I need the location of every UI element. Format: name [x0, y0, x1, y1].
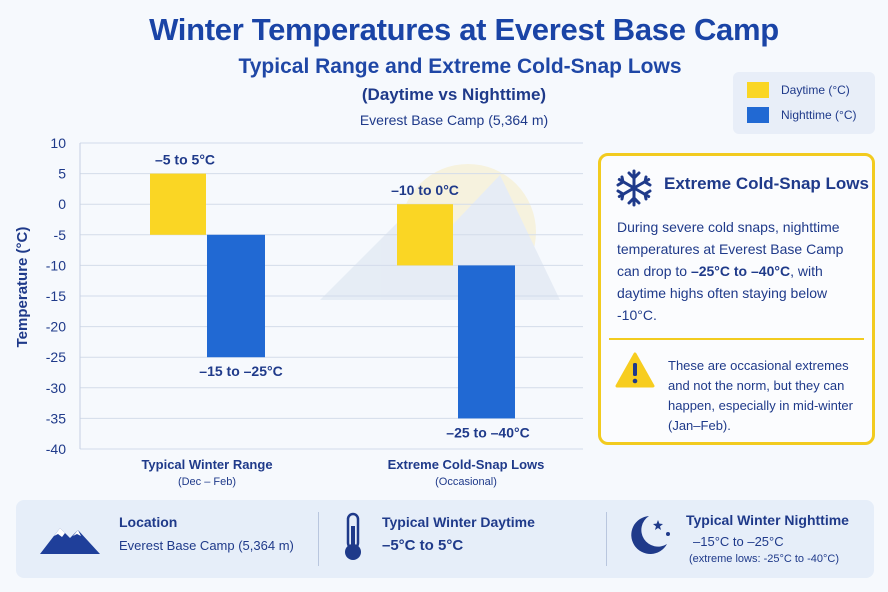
y-tick-label: 10: [50, 135, 66, 151]
bar-daytime: [150, 173, 206, 235]
mountain-icon: [40, 528, 100, 554]
warning-icon: [615, 352, 655, 388]
footer-nighttime-value: –15°C to –25°C: [693, 534, 784, 549]
bar-value-label: –10 to 0°C: [391, 182, 459, 198]
footer-nighttime-note: (extreme lows: -25°C to -40°C): [689, 553, 840, 565]
bar-daytime: [397, 204, 453, 266]
callout-divider: [609, 338, 864, 340]
legend-item-nighttime: Nighttime (°C): [747, 107, 856, 123]
y-tick-label: -5: [54, 227, 67, 243]
snowflake-icon: [616, 169, 652, 207]
callout-title: Extreme Cold-Snap Lows: [664, 174, 869, 193]
x-category-label: Extreme Cold-Snap Lows: [388, 457, 545, 472]
legend-label-nighttime: Nighttime (°C): [781, 108, 857, 122]
moon-stars-icon: [631, 516, 670, 554]
callout-body: During severe cold snaps, nighttime temp…: [617, 219, 844, 323]
x-category-sublabel: (Occasional): [435, 476, 497, 488]
y-tick-label: -20: [46, 319, 66, 335]
footer-location-title: Location: [119, 514, 178, 530]
footer-daytime-value: –5°C to 5°C: [382, 537, 464, 554]
x-category-sublabel: (Dec – Feb): [178, 476, 236, 488]
chart-subtitle-detail: (Daytime vs Nighttime): [361, 85, 547, 104]
bar-value-label: –15 to –25°C: [199, 363, 282, 379]
y-tick-label: -25: [46, 349, 66, 365]
legend-label-daytime: Daytime (°C): [781, 83, 850, 97]
y-tick-label: -10: [46, 257, 66, 273]
footer-nighttime-title: Typical Winter Nighttime: [686, 512, 849, 528]
footer-location: Location Everest Base Camp (5,364 m): [16, 500, 316, 578]
extreme-lows-callout: Extreme Cold-Snap Lows During severe col…: [598, 153, 875, 445]
x-category-label: Typical Winter Range: [141, 457, 272, 472]
chart-subtitle: Typical Range and Extreme Cold-Snap Lows: [238, 55, 682, 78]
footer-divider: [606, 512, 607, 566]
legend-item-daytime: Daytime (°C): [747, 82, 850, 98]
y-tick-label: 0: [58, 196, 66, 212]
y-tick-label: -35: [46, 410, 66, 426]
y-tick-label: -15: [46, 288, 66, 304]
bar-nighttime: [458, 265, 515, 419]
chart-location-line: Everest Base Camp (5,364 m): [359, 112, 549, 128]
footer-daytime-title: Typical Winter Daytime: [382, 514, 535, 530]
bar-value-label: –25 to –40°C: [446, 424, 529, 440]
bar-nighttime: [207, 234, 265, 358]
y-axis-label: Temperature (°C): [14, 227, 31, 348]
legend-swatch-daytime: [747, 82, 769, 98]
footer-location-value: Everest Base Camp (5,364 m): [119, 538, 294, 553]
thermometer-icon: [345, 512, 361, 560]
summary-footer: Location Everest Base Camp (5,364 m) Typ…: [16, 500, 874, 578]
legend-swatch-nighttime: [747, 107, 769, 123]
bar-value-label: –5 to 5°C: [155, 152, 215, 168]
legend: Daytime (°C) Nighttime (°C): [733, 72, 875, 134]
y-tick-label: -30: [46, 380, 66, 396]
footer-nighttime: Typical Winter Nighttime –15°C to –25°C …: [607, 500, 874, 578]
y-tick-label: -40: [46, 441, 66, 457]
y-tick-label: 5: [58, 166, 66, 182]
footer-daytime: Typical Winter Daytime –5°C to 5°C: [319, 500, 607, 578]
chart-title: Winter Temperatures at Everest Base Camp: [149, 12, 779, 47]
footer-divider: [318, 512, 319, 566]
callout-note: These are occasional extremes and not th…: [668, 358, 853, 433]
